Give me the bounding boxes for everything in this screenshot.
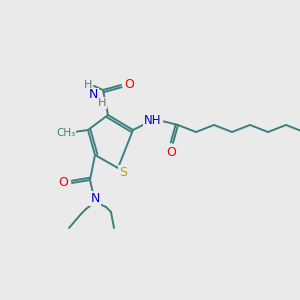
Text: O: O (166, 146, 176, 158)
Text: H: H (98, 98, 106, 108)
Text: NH: NH (144, 113, 162, 127)
Text: N: N (88, 88, 98, 101)
Text: N: N (90, 191, 100, 205)
Text: O: O (124, 79, 134, 92)
Text: S: S (119, 166, 127, 178)
Text: O: O (58, 176, 68, 190)
Text: H: H (84, 80, 92, 90)
Text: CH₃: CH₃ (56, 128, 76, 138)
